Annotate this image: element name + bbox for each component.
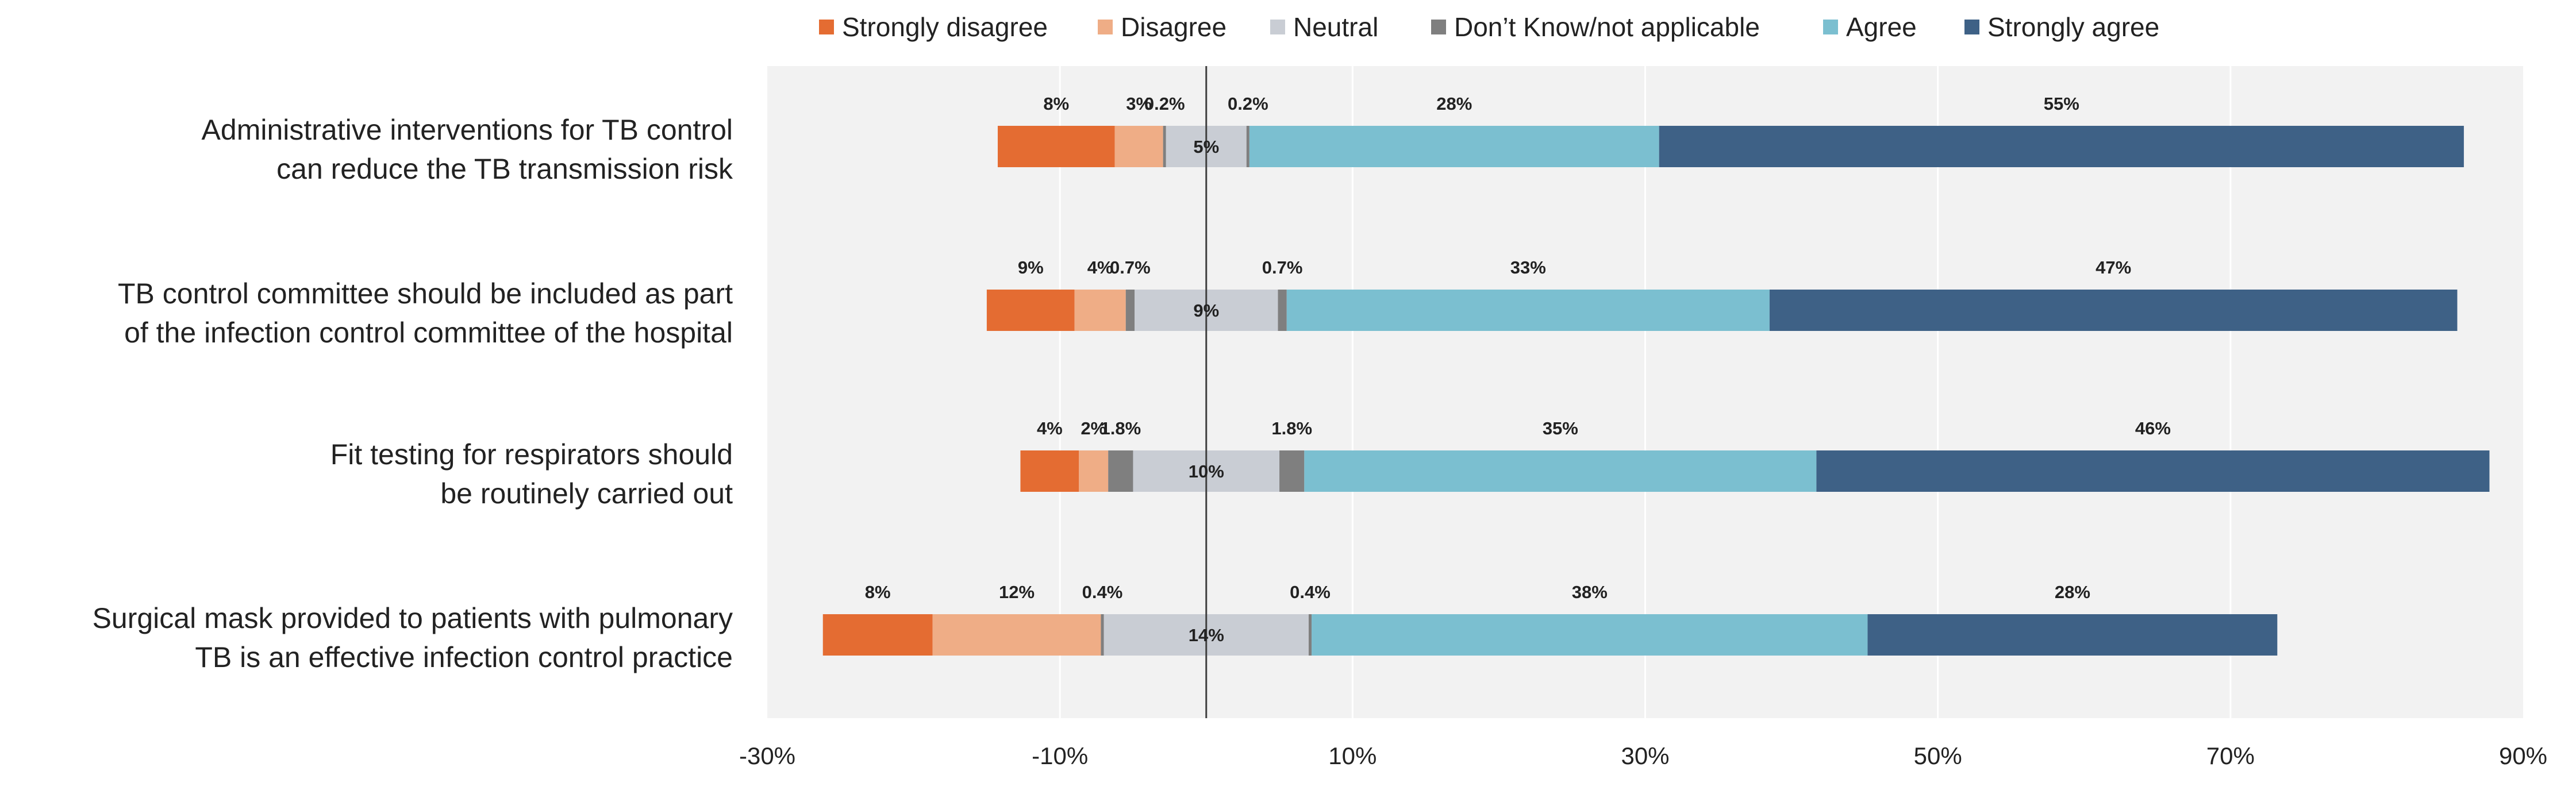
data-label: 0.7% bbox=[1262, 257, 1303, 278]
bar-don-t-know-not-applicable bbox=[1101, 614, 1104, 656]
category-label: TB control committee should be included … bbox=[118, 278, 733, 349]
bar-disagree bbox=[1079, 450, 1109, 492]
data-label: 46% bbox=[2135, 418, 2171, 438]
data-label: 35% bbox=[1543, 418, 1578, 438]
data-label: 55% bbox=[2044, 94, 2079, 114]
data-label: 33% bbox=[1510, 257, 1546, 278]
bar-don-t-know-not-applicable bbox=[1279, 450, 1305, 492]
bar-strongly-agree bbox=[1659, 126, 2464, 167]
bar-don-t-know-not-applicable bbox=[1246, 126, 1249, 167]
bar-don-t-know-not-applicable bbox=[1108, 450, 1133, 492]
bar-agree bbox=[1249, 126, 1659, 167]
bar-series bbox=[822, 126, 2490, 656]
category-label: Surgical mask provided to patients with … bbox=[93, 602, 733, 673]
bar-strongly-disagree bbox=[997, 126, 1115, 167]
bar-disagree bbox=[932, 614, 1101, 656]
data-label: 4% bbox=[1037, 418, 1063, 438]
x-tick-label: 70% bbox=[2206, 742, 2255, 769]
data-label: 9% bbox=[1018, 257, 1044, 278]
bar-strongly-agree bbox=[1769, 290, 2458, 331]
bar-strongly-agree bbox=[1867, 614, 2278, 656]
data-label: 8% bbox=[1043, 94, 1069, 114]
bar-agree bbox=[1312, 614, 1868, 656]
data-label: 47% bbox=[2096, 257, 2131, 278]
data-label: 0.2% bbox=[1144, 94, 1185, 114]
data-label: 3% bbox=[1126, 94, 1152, 114]
data-label: 0.2% bbox=[1228, 94, 1268, 114]
data-label: 0.4% bbox=[1290, 582, 1331, 602]
bar-disagree bbox=[1114, 126, 1163, 167]
data-label: 0.4% bbox=[1082, 582, 1123, 602]
legend-label: Disagree bbox=[1121, 12, 1227, 42]
x-tick-label: 30% bbox=[1621, 742, 1669, 769]
data-label: 38% bbox=[1572, 582, 1608, 602]
legend-swatch bbox=[819, 20, 834, 34]
category-labels: Administrative interventions for TB cont… bbox=[93, 114, 733, 673]
bar-strongly-disagree bbox=[986, 290, 1075, 331]
data-label: 0.7% bbox=[1110, 257, 1151, 278]
category-label: Fit testing for respirators should be rou… bbox=[330, 438, 733, 510]
category-label: Administrative interventions for TB cont… bbox=[202, 114, 733, 185]
data-label: 14% bbox=[1189, 625, 1224, 645]
legend-swatch bbox=[1098, 20, 1113, 34]
bar-don-t-know-not-applicable bbox=[1278, 290, 1287, 331]
data-label: 4% bbox=[1087, 257, 1113, 278]
x-axis-ticks: -30% -10% 10% 30% 50% 70% 90% bbox=[739, 742, 2547, 769]
x-tick-label: 90% bbox=[2499, 742, 2547, 769]
data-label: 10% bbox=[1189, 461, 1224, 481]
legend-swatch bbox=[1431, 20, 1446, 34]
bar-strongly-disagree bbox=[1020, 450, 1079, 492]
legend-label: Agree bbox=[1846, 12, 1917, 42]
legend: Strongly disagree Disagree Neutral Don’t Kn… bbox=[819, 12, 2159, 42]
legend-swatch bbox=[1270, 20, 1285, 34]
bar-agree bbox=[1286, 290, 1770, 331]
bar-agree bbox=[1304, 450, 1817, 492]
legend-swatch bbox=[1823, 20, 1838, 34]
data-label: 28% bbox=[1436, 94, 1472, 114]
x-tick-label: -30% bbox=[739, 742, 795, 769]
data-label: 12% bbox=[999, 582, 1035, 602]
data-labels: 8% 3%0.2%5%0.2% 28% 55%9% 4%0.7%9%0.7% 33% 47%… bbox=[865, 94, 2171, 645]
bar-don-t-know-not-applicable bbox=[1125, 290, 1135, 331]
bar-don-t-know-not-applicable bbox=[1163, 126, 1166, 167]
legend-swatch bbox=[1964, 20, 1979, 34]
x-tick-label: 10% bbox=[1328, 742, 1377, 769]
data-label: 8% bbox=[865, 582, 891, 602]
data-label: 2% bbox=[1081, 418, 1106, 438]
data-label: 1.8% bbox=[1271, 418, 1312, 438]
bar-strongly-disagree bbox=[822, 614, 933, 656]
bar-disagree bbox=[1074, 290, 1126, 331]
legend-label: Neutral bbox=[1293, 12, 1378, 42]
data-label: 9% bbox=[1193, 300, 1219, 321]
x-tick-label: -10% bbox=[1032, 742, 1088, 769]
legend-label: Strongly disagree bbox=[842, 12, 1048, 42]
x-tick-label: 50% bbox=[1914, 742, 1962, 769]
legend-label: Don’t Know/not applicable bbox=[1454, 12, 1760, 42]
legend-label: Strongly agree bbox=[1987, 12, 2159, 42]
data-label: 28% bbox=[2055, 582, 2090, 602]
bar-strongly-agree bbox=[1816, 450, 2490, 492]
data-label: 5% bbox=[1193, 137, 1219, 157]
bar-don-t-know-not-applicable bbox=[1308, 614, 1312, 656]
data-label: 1.8% bbox=[1100, 418, 1141, 438]
gridlines bbox=[1059, 66, 2232, 718]
